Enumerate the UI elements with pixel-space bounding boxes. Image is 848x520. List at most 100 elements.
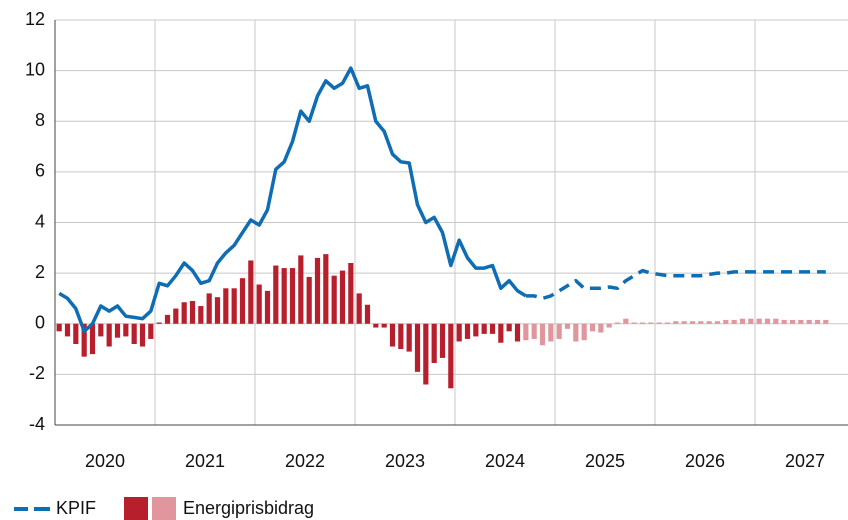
y-tick-label: 0 bbox=[35, 313, 45, 333]
x-tick-label: 2020 bbox=[85, 451, 125, 471]
bar bbox=[498, 323, 504, 343]
bar bbox=[789, 319, 796, 324]
x-tick-label: 2024 bbox=[485, 451, 525, 471]
bar bbox=[681, 321, 687, 324]
bar bbox=[73, 323, 79, 344]
bar bbox=[764, 318, 771, 324]
bar bbox=[623, 318, 629, 324]
bar bbox=[181, 302, 187, 324]
bar bbox=[198, 306, 204, 324]
y-tick-label: 12 bbox=[25, 9, 45, 29]
bar bbox=[131, 323, 137, 344]
bar bbox=[823, 319, 829, 324]
bar bbox=[281, 268, 287, 324]
bar bbox=[439, 323, 446, 358]
bar bbox=[598, 323, 604, 333]
bar bbox=[531, 323, 537, 339]
bar bbox=[123, 323, 129, 337]
bar bbox=[381, 323, 387, 328]
y-tick-label: -2 bbox=[29, 363, 45, 383]
x-tick-label: 2026 bbox=[685, 451, 725, 471]
bar bbox=[431, 323, 437, 363]
bar bbox=[589, 323, 596, 332]
bar bbox=[356, 293, 362, 324]
bar bbox=[398, 323, 404, 350]
bar bbox=[456, 323, 462, 342]
bar bbox=[289, 268, 296, 324]
x-tick-label: 2021 bbox=[185, 451, 225, 471]
bar bbox=[706, 321, 712, 324]
bar bbox=[673, 321, 679, 324]
bar bbox=[698, 321, 704, 324]
legend-label: KPIF bbox=[56, 498, 96, 518]
bar bbox=[373, 323, 379, 328]
bar bbox=[656, 322, 662, 324]
bar bbox=[473, 323, 479, 337]
y-tick-label: 10 bbox=[25, 59, 45, 79]
bar bbox=[748, 318, 754, 324]
bar bbox=[89, 323, 96, 355]
bar bbox=[714, 321, 721, 324]
bar bbox=[156, 322, 162, 324]
x-tick-label: 2023 bbox=[385, 451, 425, 471]
y-tick-label: 6 bbox=[35, 161, 45, 181]
bar bbox=[256, 284, 262, 324]
bar bbox=[364, 304, 371, 324]
bar bbox=[331, 275, 337, 324]
bar bbox=[464, 323, 471, 339]
bar bbox=[631, 322, 637, 324]
bar bbox=[606, 323, 612, 328]
bar bbox=[773, 318, 779, 324]
bar bbox=[814, 319, 821, 324]
bar bbox=[81, 323, 87, 357]
y-tick-label: 2 bbox=[35, 262, 45, 282]
bar bbox=[539, 323, 546, 346]
bar bbox=[239, 278, 246, 324]
bar bbox=[206, 293, 212, 324]
bar bbox=[739, 318, 746, 324]
bar bbox=[56, 323, 62, 332]
bar bbox=[173, 308, 179, 324]
bar bbox=[664, 322, 671, 324]
bar bbox=[273, 265, 279, 324]
x-tick-label: 2025 bbox=[585, 451, 625, 471]
bar bbox=[514, 323, 521, 342]
bar bbox=[164, 314, 171, 324]
bar bbox=[756, 318, 762, 324]
y-tick-label: 4 bbox=[35, 211, 45, 231]
bar bbox=[323, 254, 329, 324]
bar bbox=[581, 323, 587, 341]
bar bbox=[573, 323, 579, 342]
bar bbox=[248, 260, 254, 324]
x-tick-label: 2027 bbox=[785, 451, 825, 471]
bar bbox=[223, 288, 229, 324]
bar bbox=[489, 323, 496, 334]
bar bbox=[639, 322, 646, 324]
bar bbox=[448, 323, 454, 389]
bar bbox=[389, 323, 396, 347]
bar bbox=[414, 323, 421, 372]
bar bbox=[406, 323, 412, 352]
bar bbox=[306, 276, 312, 324]
bar bbox=[214, 297, 221, 324]
y-tick-label: -4 bbox=[29, 414, 45, 434]
bar bbox=[556, 323, 562, 339]
legend-swatch bbox=[124, 497, 148, 520]
bar bbox=[564, 323, 571, 329]
line bbox=[525, 268, 826, 301]
bar bbox=[148, 323, 154, 339]
bar bbox=[689, 321, 696, 324]
bar bbox=[314, 257, 321, 324]
bar bbox=[348, 263, 354, 324]
bar bbox=[98, 323, 104, 337]
bar bbox=[189, 300, 196, 324]
legend-swatch bbox=[152, 497, 176, 520]
bar bbox=[481, 323, 487, 334]
bar bbox=[298, 255, 304, 324]
bar bbox=[614, 322, 621, 324]
bar bbox=[806, 319, 812, 324]
bar bbox=[548, 323, 554, 342]
bar bbox=[423, 323, 429, 385]
